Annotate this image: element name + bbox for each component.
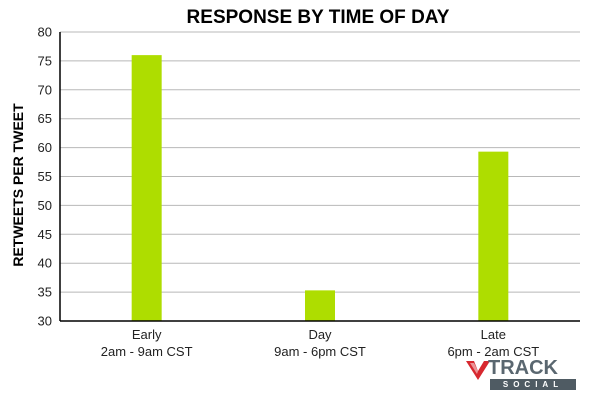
chart-title: RESPONSE BY TIME OF DAY [187, 7, 450, 28]
category-label: Day [308, 327, 332, 342]
y-tick-label: 55 [38, 169, 52, 184]
y-tick-label: 35 [38, 285, 52, 300]
y-tick-label: 45 [38, 227, 52, 242]
y-tick-label: 60 [38, 140, 52, 155]
category-sublabel: 9am - 6pm CST [274, 344, 366, 359]
logo-text-social: SOCIAL [490, 379, 576, 390]
logo-text-track: TRACK [488, 357, 558, 379]
y-tick-labels: 30 35 40 45 50 55 60 65 70 75 80 [38, 25, 52, 329]
y-tick-label: 50 [38, 198, 52, 213]
category-label: Late [481, 327, 506, 342]
y-tick-label: 70 [38, 82, 52, 97]
track-social-logo: TRACK SOCIAL [466, 358, 584, 392]
bar [478, 151, 509, 321]
y-tick-label: 80 [38, 25, 52, 40]
y-tick-label: 65 [38, 111, 52, 126]
y-axis-label: RETWEETS PER TWEET [10, 103, 26, 267]
category-sublabel: 2am - 9am CST [101, 344, 193, 359]
category-label: Early [132, 327, 162, 342]
category-labels: Early 2am - 9am CST Day 9am - 6pm CST Late 6p… [101, 327, 539, 359]
y-tick-label: 75 [38, 53, 52, 68]
y-tick-label: 40 [38, 256, 52, 271]
bar [131, 55, 162, 322]
y-tick-label: 30 [38, 314, 52, 329]
bars [131, 55, 509, 322]
category-sublabel: 6pm - 2am CST [447, 344, 539, 359]
check-mark-icon [466, 361, 490, 380]
bar [305, 290, 335, 321]
